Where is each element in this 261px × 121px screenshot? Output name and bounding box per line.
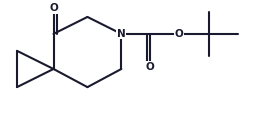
Text: N: N xyxy=(117,29,126,39)
Text: O: O xyxy=(146,62,155,72)
Text: O: O xyxy=(174,29,183,39)
Text: O: O xyxy=(49,4,58,13)
